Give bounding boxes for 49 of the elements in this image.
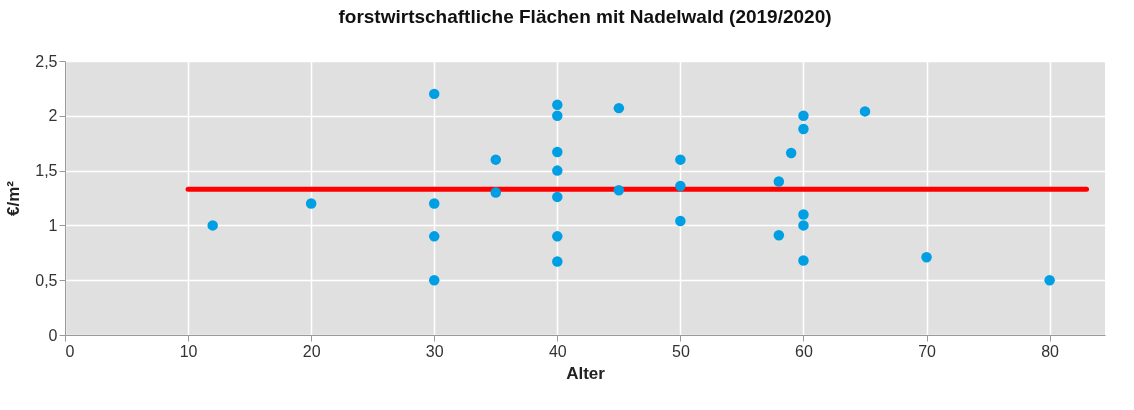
point	[428, 274, 440, 286]
point	[613, 185, 625, 196]
y-tick-label: 1,5	[35, 162, 58, 180]
y-axis-title: €/m²	[4, 180, 24, 216]
chart-title: forstwirtschaftliche Flächen mit Nadelwald (2019/2020)	[338, 6, 832, 27]
point	[428, 198, 440, 209]
point	[552, 231, 563, 242]
x-tick-label: 30	[425, 342, 444, 360]
point	[785, 147, 797, 159]
y-tick-label: 1	[48, 216, 58, 234]
point	[552, 99, 563, 111]
point	[552, 110, 563, 122]
x-tick-label: 50	[671, 342, 690, 360]
point	[675, 215, 686, 227]
point	[798, 255, 809, 266]
y-tick-label: 0	[48, 326, 58, 344]
x-tick-label: 0	[65, 342, 75, 360]
point	[490, 187, 502, 198]
point	[428, 231, 440, 242]
y-tick-label: 0,5	[35, 271, 58, 289]
point	[798, 110, 809, 122]
point	[552, 256, 563, 267]
x-axis-title: Alter	[566, 363, 606, 383]
x-tick-label: 70	[918, 342, 937, 360]
x-tick-label: 60	[795, 342, 813, 360]
point	[1044, 274, 1055, 286]
point	[675, 154, 686, 165]
point	[552, 146, 563, 158]
point	[552, 191, 563, 203]
y-tick-label: 2,5	[35, 52, 58, 70]
point	[798, 209, 809, 220]
point	[428, 88, 440, 100]
point	[552, 165, 563, 176]
point	[207, 220, 218, 231]
point	[798, 220, 809, 231]
x-tick-label: 20	[302, 342, 321, 360]
point	[773, 230, 785, 241]
x-tick-label: 80	[1041, 342, 1060, 360]
point	[773, 176, 785, 187]
point	[921, 251, 932, 263]
y-tick-label: 2	[48, 107, 58, 125]
point	[798, 123, 809, 135]
x-tick-label: 10	[179, 342, 198, 360]
point	[305, 198, 317, 209]
point	[613, 102, 625, 114]
point	[490, 154, 502, 165]
point	[675, 180, 686, 192]
x-tick-label: 40	[548, 342, 567, 360]
point	[859, 106, 871, 117]
